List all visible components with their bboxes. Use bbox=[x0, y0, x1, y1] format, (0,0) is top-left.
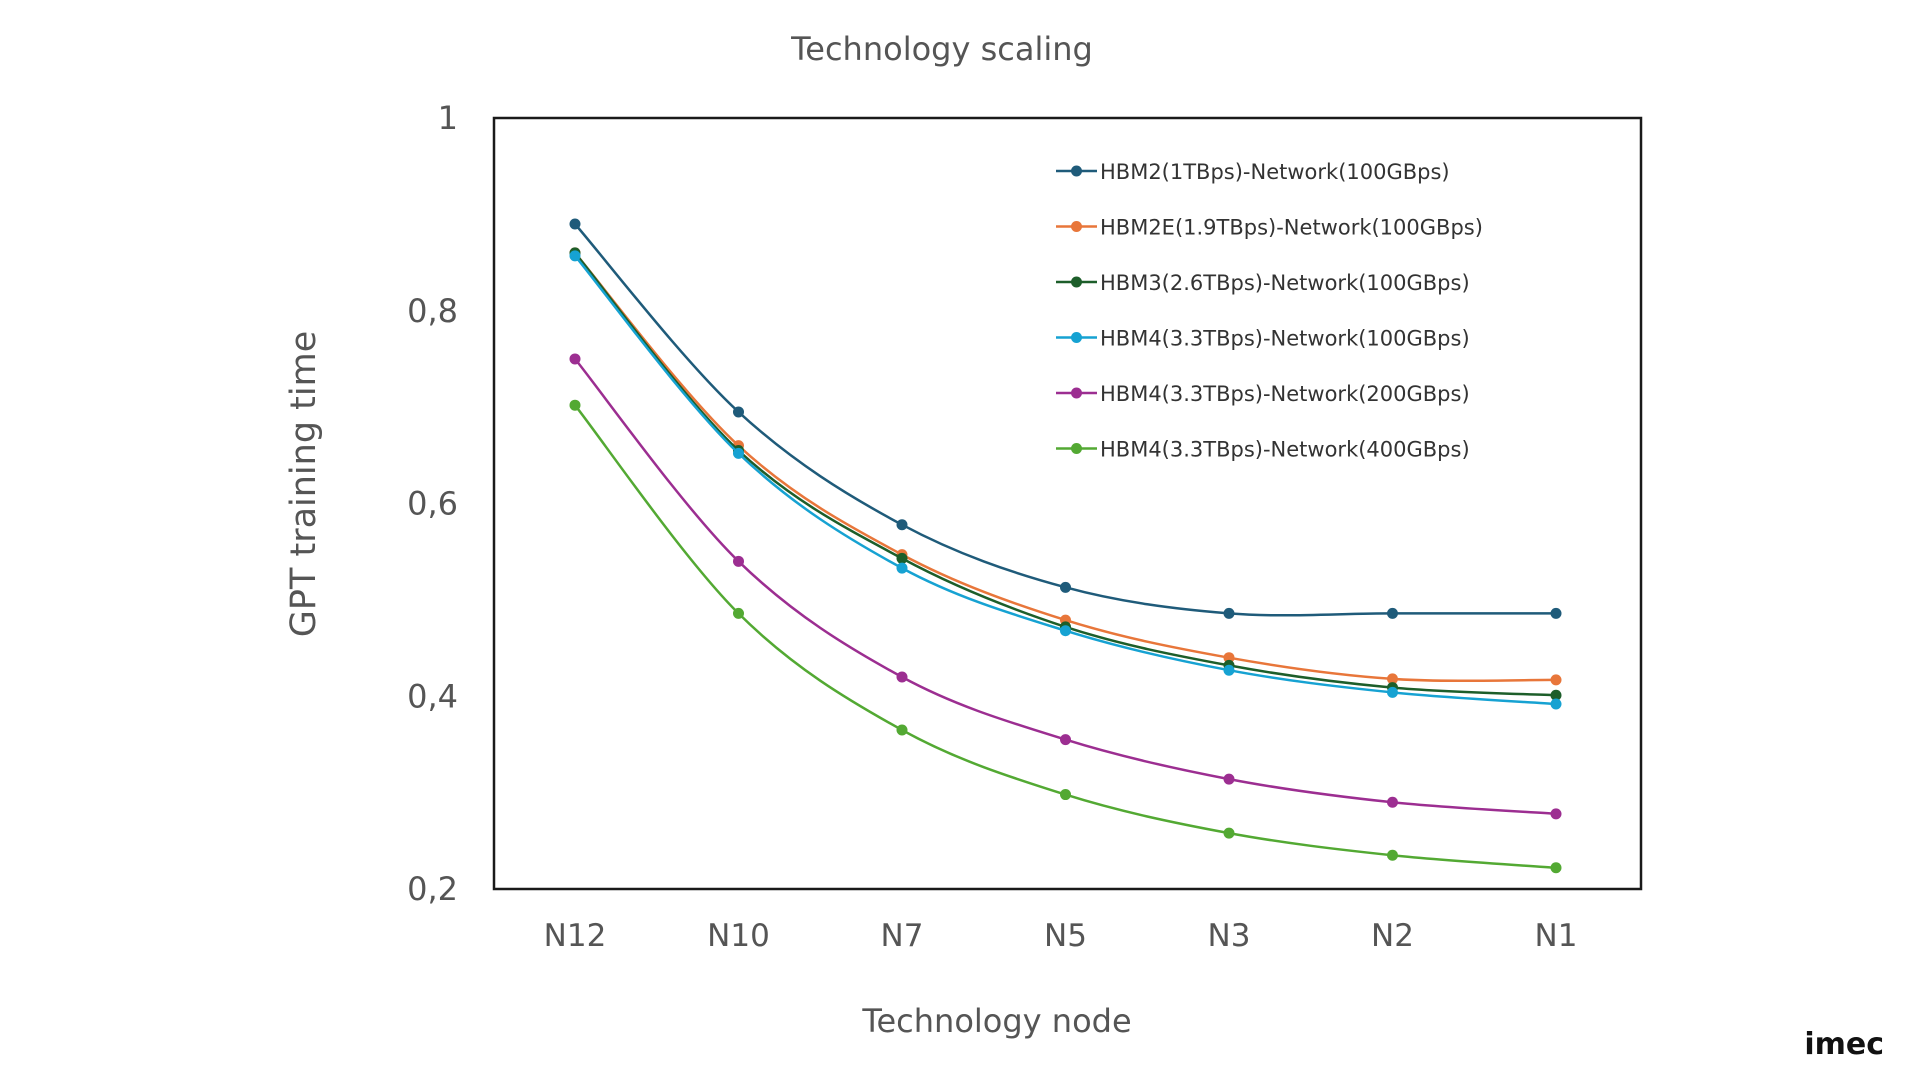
x-tick-label: N12 bbox=[544, 918, 607, 954]
data-point bbox=[733, 406, 744, 418]
legend-label: HBM4(3.3TBps)-Network(400GBps) bbox=[1100, 438, 1470, 462]
data-point bbox=[1550, 698, 1562, 710]
data-point bbox=[733, 607, 744, 619]
legend-swatch-marker bbox=[1071, 387, 1082, 399]
data-point bbox=[1387, 796, 1398, 808]
data-point bbox=[896, 671, 908, 683]
y-axis-label: GPT training time bbox=[284, 331, 324, 638]
legend-item: HBM4(3.3TBps)-Network(400GBps) bbox=[1056, 438, 1470, 462]
data-point bbox=[1223, 827, 1235, 839]
legend-swatch-marker bbox=[1071, 221, 1082, 232]
legend-swatch-marker bbox=[1071, 276, 1082, 288]
data-point bbox=[1223, 664, 1235, 676]
data-point bbox=[1387, 686, 1398, 698]
data-point bbox=[1550, 607, 1562, 619]
data-point bbox=[1223, 607, 1235, 619]
data-point bbox=[733, 555, 744, 567]
x-tick-label: N5 bbox=[1044, 918, 1087, 954]
chart-title: Technology scaling bbox=[790, 30, 1093, 68]
series-group bbox=[569, 218, 1562, 619]
x-tick-label: N3 bbox=[1208, 918, 1251, 954]
x-tick-label: N7 bbox=[881, 918, 924, 954]
legend: HBM2(1TBps)-Network(100GBps) HBM2E(1.9TBp… bbox=[1056, 160, 1483, 462]
x-axis: N12 N10 N7 N5 N3 N2 N1 bbox=[544, 918, 1578, 954]
data-point bbox=[1387, 607, 1398, 619]
y-axis: 0,2 0,4 0,6 0,8 1 bbox=[407, 99, 458, 908]
data-point bbox=[1060, 789, 1071, 801]
series-group bbox=[569, 399, 1562, 874]
data-point bbox=[569, 353, 581, 365]
x-tick-label: N10 bbox=[707, 918, 770, 954]
data-point bbox=[1550, 862, 1562, 874]
data-point bbox=[1060, 625, 1071, 637]
legend-swatch-marker bbox=[1071, 443, 1082, 454]
data-point bbox=[896, 519, 908, 531]
data-point bbox=[1550, 808, 1562, 820]
legend-item: HBM2E(1.9TBps)-Network(100GBps) bbox=[1056, 216, 1483, 240]
legend-label: HBM2(1TBps)-Network(100GBps) bbox=[1100, 160, 1450, 184]
imec-logo: imec bbox=[1804, 1027, 1884, 1062]
series-group bbox=[569, 247, 1562, 686]
data-point bbox=[1387, 673, 1398, 685]
y-tick-label: 0,6 bbox=[407, 485, 458, 523]
legend-label: HBM3(2.6TBps)-Network(100GBps) bbox=[1100, 271, 1470, 295]
x-axis-label: Technology node bbox=[861, 1002, 1131, 1040]
data-point bbox=[569, 399, 581, 411]
series-group bbox=[569, 250, 1562, 710]
x-tick-label: N1 bbox=[1535, 918, 1578, 954]
data-point bbox=[1550, 689, 1562, 701]
legend-label: HBM4(3.3TBps)-Network(100GBps) bbox=[1100, 327, 1470, 351]
plot-area-frame bbox=[492, 116, 1643, 891]
data-point bbox=[1060, 581, 1071, 593]
y-tick-label: 1 bbox=[438, 99, 458, 137]
data-point bbox=[1060, 734, 1071, 746]
data-point bbox=[569, 250, 581, 262]
y-tick-label: 0,2 bbox=[407, 870, 458, 908]
series-layer bbox=[569, 218, 1562, 874]
data-point bbox=[896, 724, 908, 736]
series-group bbox=[569, 353, 1562, 820]
data-point bbox=[1223, 652, 1235, 664]
series-line bbox=[574, 255, 1557, 706]
data-point bbox=[1550, 674, 1562, 686]
legend-item: HBM2(1TBps)-Network(100GBps) bbox=[1056, 160, 1450, 184]
data-point bbox=[1223, 773, 1235, 785]
data-point bbox=[1387, 849, 1398, 861]
legend-label: HBM4(3.3TBps)-Network(200GBps) bbox=[1100, 382, 1470, 406]
y-tick-label: 0,4 bbox=[407, 677, 458, 715]
data-point bbox=[733, 447, 744, 459]
data-point bbox=[896, 552, 908, 564]
legend-item: HBM4(3.3TBps)-Network(100GBps) bbox=[1056, 327, 1470, 351]
data-point bbox=[896, 562, 908, 574]
legend-swatch-marker bbox=[1071, 165, 1082, 177]
legend-item: HBM3(2.6TBps)-Network(100GBps) bbox=[1056, 271, 1470, 295]
data-point bbox=[569, 218, 581, 230]
legend-swatch-marker bbox=[1071, 332, 1082, 343]
x-tick-label: N2 bbox=[1371, 918, 1414, 954]
y-tick-label: 0,8 bbox=[407, 292, 458, 330]
legend-item: HBM4(3.3TBps)-Network(200GBps) bbox=[1056, 382, 1470, 406]
legend-label: HBM2E(1.9TBps)-Network(100GBps) bbox=[1100, 216, 1483, 240]
